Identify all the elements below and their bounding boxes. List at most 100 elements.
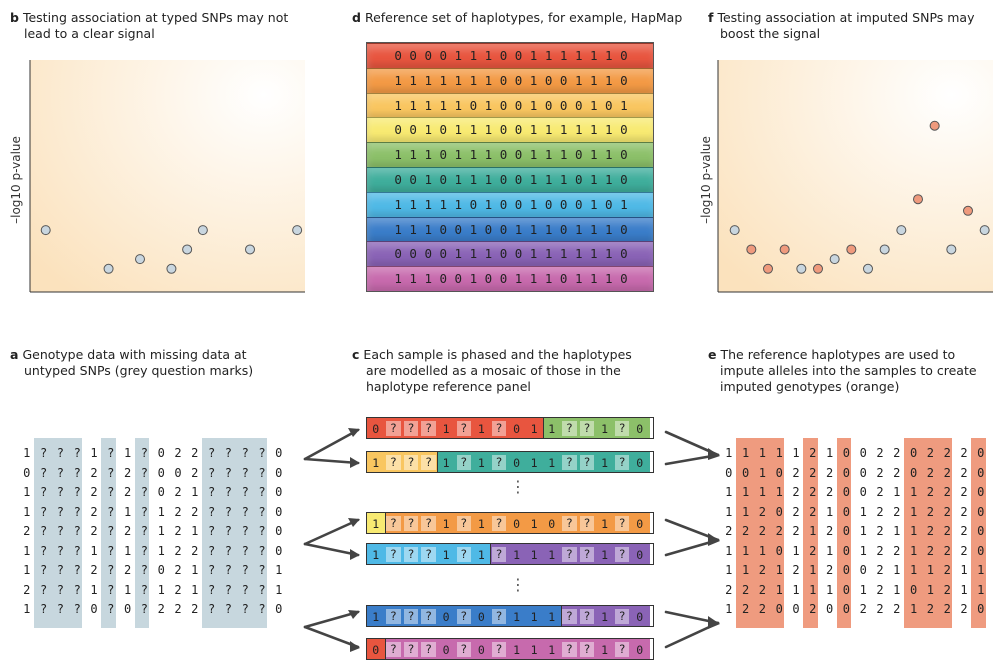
genotype-cell: 2 — [174, 563, 182, 577]
genotype-cell: 2 — [174, 524, 182, 538]
imputed-snp-point — [813, 263, 823, 274]
genotype-cell: 1 — [893, 524, 901, 538]
mosaic-cell: ? — [386, 547, 401, 562]
shaded-column — [134, 438, 150, 628]
reference-haplotype-row: 1 1 1 1 1 1 1 0 0 1 0 0 1 1 1 0 — [367, 67, 653, 93]
genotype-cell: 2 — [792, 563, 800, 577]
genotype-cell: ? — [241, 543, 249, 558]
mosaic-cell: ? — [614, 547, 630, 562]
genotype-cell: ? — [241, 602, 249, 616]
genotype-cell: 1 — [191, 524, 199, 538]
genotype-cell: 1 — [809, 524, 817, 538]
mosaic-cell: ? — [491, 421, 507, 436]
genotype-cell: 1 — [90, 543, 98, 558]
genotype-cell: 1 — [775, 582, 783, 597]
genotype-cell: 0 — [842, 446, 850, 460]
genotype-cell: 1 — [825, 582, 834, 597]
mosaic-cell: 1 — [548, 456, 556, 470]
mosaic-haplotype: 1??? 1? 1? 0 1 0?? 1? 0 — [366, 512, 654, 534]
mosaic-cell: ? — [491, 516, 507, 531]
mosaic-cell: 0 — [636, 517, 644, 531]
mosaic-segment — [560, 606, 650, 626]
genotype-cell: 2 — [174, 602, 182, 616]
genotype-cell: ? — [207, 504, 216, 519]
typed-snp-point — [166, 263, 177, 274]
genotype-cell: 2 — [809, 446, 817, 460]
genotype-cell: 1 — [909, 524, 918, 538]
caption-d: d Reference set of haplotypes, for exampl… — [352, 10, 683, 25]
genotype-cell: 2 — [775, 524, 783, 538]
genotype-cell: ? — [39, 602, 48, 616]
genotype-cell: ? — [107, 602, 115, 616]
genotype-cell: 2 — [741, 582, 750, 597]
genotype-cell: ? — [107, 465, 115, 480]
genotype-cell: 2 — [893, 446, 901, 460]
genotype-cell: 0 — [842, 582, 850, 597]
genotype-cell: 0 — [275, 485, 283, 499]
genotype-cell: 2 — [792, 504, 800, 519]
genotype-cell: ? — [56, 543, 64, 558]
genotype-cell: ? — [207, 602, 216, 616]
genotype-cell: 1 — [909, 504, 918, 519]
genotype-cell: 2 — [174, 543, 182, 558]
genotype-cell: 2 — [792, 485, 800, 499]
genotype-cell: 0 — [775, 465, 783, 480]
mosaic-segment — [543, 418, 650, 438]
genotype-cell: 2 — [191, 465, 199, 480]
genotype-cell: 0 — [157, 465, 165, 480]
typed-snp-point — [182, 244, 193, 255]
mosaic-cell: ? — [491, 609, 507, 624]
genotype-cell: ? — [207, 543, 216, 558]
mosaic-cell: ? — [421, 642, 436, 657]
genotype-cell: ? — [224, 563, 232, 577]
mosaic-cell: ? — [491, 547, 507, 562]
genotype-cell: 0 — [977, 465, 985, 480]
mosaic-cell: 0 — [513, 422, 521, 436]
shaded-column — [735, 438, 785, 628]
mosaic-cell: 1 — [548, 610, 556, 624]
genotype-cell: ? — [140, 602, 148, 616]
genotype-cell: 2 — [23, 524, 31, 538]
mosaic-cell: 0 — [442, 610, 450, 624]
genotype-cell: 2 — [23, 582, 31, 597]
imputed-snp-point — [929, 120, 940, 131]
genotype-cell: 2 — [725, 524, 733, 538]
mosaic-cell: 1 — [477, 548, 485, 562]
genotype-cell: 1 — [825, 446, 834, 460]
genotype-cell: 2 — [758, 524, 766, 538]
genotype-cell: 0 — [842, 602, 850, 616]
mosaic-cell: 0 — [513, 517, 521, 531]
genotype-cell: 0 — [859, 465, 867, 480]
genotype-cell: 0 — [842, 485, 850, 499]
mosaic-cell: ? — [562, 642, 577, 657]
genotype-cell: 0 — [859, 563, 867, 577]
genotype-cell: 2 — [123, 485, 132, 499]
mosaic-cell: 1 — [601, 548, 609, 562]
genotype-cell: ? — [258, 465, 266, 480]
genotype-cell: 0 — [725, 465, 733, 480]
genotype-cell: 2 — [960, 543, 968, 558]
genotype-cell: 2 — [191, 602, 199, 616]
mosaic-cell: 1 — [477, 517, 485, 531]
mosaic-cell: 0 — [372, 643, 380, 657]
mosaic-cell: 1 — [601, 456, 609, 470]
shaded-column — [101, 438, 116, 628]
genotype-cell: 2 — [174, 504, 182, 519]
genotype-cell: 0 — [741, 465, 750, 480]
genotype-cell: 1 — [775, 485, 783, 499]
genotype-cell: 0 — [157, 446, 165, 460]
reference-haplotype-row: 1 1 1 0 1 1 1 0 0 1 1 1 0 1 1 0 — [367, 142, 653, 168]
genotype-cell: ? — [140, 504, 148, 519]
typed-snp-point — [979, 225, 990, 236]
genotype-cell: 0 — [275, 465, 283, 480]
mosaic-cell: ? — [614, 642, 630, 657]
genotype-cell: 2 — [825, 563, 834, 577]
reference-haplotype-row: 0 0 1 0 1 1 1 0 0 1 1 1 1 1 1 0 — [367, 117, 653, 143]
genotype-cell: 1 — [792, 446, 800, 460]
genotype-cell: 0 — [909, 465, 918, 480]
genotype-cell: 0 — [775, 504, 783, 519]
genotype-cell: 2 — [876, 582, 884, 597]
genotype-cell: 0 — [859, 485, 867, 499]
